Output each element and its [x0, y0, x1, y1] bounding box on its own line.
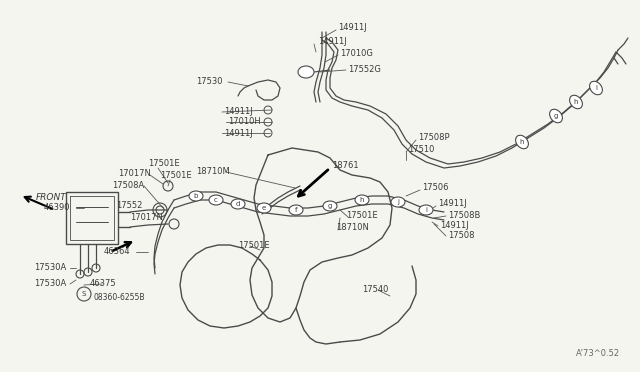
Text: g: g [554, 113, 558, 119]
Text: 17508A: 17508A [112, 182, 144, 190]
Text: 46364: 46364 [104, 247, 131, 257]
Text: 46390: 46390 [44, 203, 70, 212]
Text: 14911J: 14911J [224, 108, 253, 116]
Text: 17508B: 17508B [448, 211, 481, 219]
Text: 14911J: 14911J [338, 23, 367, 32]
Text: 17501E: 17501E [148, 160, 180, 169]
Text: 17010H: 17010H [228, 118, 260, 126]
Ellipse shape [289, 205, 303, 215]
Text: 17552G: 17552G [348, 65, 381, 74]
Text: 17017N: 17017N [130, 214, 163, 222]
Text: FRONT: FRONT [36, 192, 67, 202]
Text: 14911J: 14911J [318, 38, 347, 46]
Text: 17506: 17506 [422, 183, 449, 192]
Ellipse shape [570, 95, 582, 109]
Text: 18761: 18761 [332, 161, 358, 170]
Text: i: i [595, 85, 597, 91]
Text: c: c [214, 197, 218, 203]
Ellipse shape [550, 109, 563, 123]
Text: 17530A: 17530A [34, 263, 67, 273]
Text: 17508P: 17508P [418, 134, 450, 142]
Text: 17530A: 17530A [34, 279, 67, 289]
Text: 18710M: 18710M [196, 167, 230, 176]
Ellipse shape [209, 195, 223, 205]
Text: 17540: 17540 [362, 285, 388, 295]
Ellipse shape [516, 135, 529, 149]
Text: 17552: 17552 [116, 202, 142, 211]
Ellipse shape [257, 203, 271, 213]
Ellipse shape [355, 195, 369, 205]
Ellipse shape [298, 66, 314, 78]
Text: g: g [328, 203, 332, 209]
Text: i: i [425, 207, 427, 213]
Text: 17501E: 17501E [238, 241, 269, 250]
Text: e: e [262, 205, 266, 211]
Ellipse shape [419, 205, 433, 215]
Text: d: d [236, 201, 240, 207]
Text: 18710N: 18710N [336, 224, 369, 232]
Ellipse shape [189, 191, 203, 201]
Text: 17017N: 17017N [118, 170, 151, 179]
Text: S: S [82, 291, 86, 297]
Text: 17510: 17510 [408, 145, 435, 154]
Text: 14911J: 14911J [224, 128, 253, 138]
Text: f: f [295, 207, 297, 213]
Text: 17508: 17508 [448, 231, 474, 240]
Text: h: h [520, 139, 524, 145]
Text: 14911J: 14911J [440, 221, 468, 230]
Text: 46375: 46375 [90, 279, 116, 288]
Ellipse shape [323, 201, 337, 211]
Text: 17501E: 17501E [346, 211, 378, 219]
Text: b: b [194, 193, 198, 199]
Ellipse shape [391, 197, 405, 207]
Text: 17501E: 17501E [160, 171, 191, 180]
Text: 08360-6255B: 08360-6255B [94, 294, 145, 302]
Text: A'73^0.52: A'73^0.52 [576, 349, 620, 358]
Text: h: h [360, 197, 364, 203]
Text: 14911J: 14911J [438, 199, 467, 208]
Text: h: h [573, 99, 579, 105]
Text: j: j [397, 199, 399, 205]
Text: 17530: 17530 [196, 77, 223, 87]
Ellipse shape [231, 199, 245, 209]
Ellipse shape [589, 81, 602, 95]
Text: 17010G: 17010G [340, 49, 373, 58]
